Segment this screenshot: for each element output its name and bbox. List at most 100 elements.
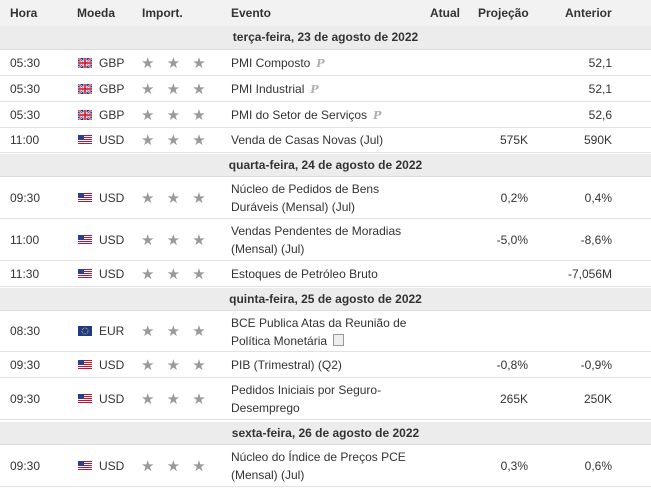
event-title-text[interactable]: PMI Composto <box>231 55 311 70</box>
event-currency: GBP <box>99 55 125 70</box>
event-row[interactable]: 09:30 USD ★ ★ ★ Núcleo do Índice de Preços … <box>0 445 651 487</box>
event-title-text[interactable]: BCE Publica Atas da Reunião de Política … <box>231 316 407 348</box>
header-event[interactable]: Evento <box>231 6 272 20</box>
us-flag-icon <box>78 460 92 471</box>
event-forecast: 0,2% <box>500 190 528 205</box>
header-previous[interactable]: Anterior <box>565 6 612 20</box>
event-previous: -0,9% <box>580 357 612 372</box>
event-title-text[interactable]: PIB (Trimestral) (Q2) <box>231 357 342 372</box>
day-header: quarta-feira, 24 de agosto de 2022 <box>0 154 651 177</box>
event-title[interactable]: BCE Publica Atas da Reunião de Política … <box>231 314 416 350</box>
us-flag-icon <box>78 134 92 145</box>
event-currency: USD <box>99 458 125 473</box>
header-time[interactable]: Hora <box>10 6 38 20</box>
importance-stars-icon: ★ ★ ★ <box>141 189 210 207</box>
event-title-text[interactable]: Estoques de Petróleo Bruto <box>231 267 378 281</box>
event-row[interactable]: 09:30 USD ★ ★ ★ Pedidos Iniciais por Seguro… <box>0 378 651 420</box>
header-forecast[interactable]: Projeção <box>478 6 529 20</box>
event-forecast: 265K <box>499 391 528 406</box>
event-previous: 52,1 <box>588 55 612 70</box>
event-currency: GBP <box>99 107 125 122</box>
event-previous: 52,6 <box>588 107 612 122</box>
day-header-label: quarta-feira, 24 de agosto de 2022 <box>228 158 423 172</box>
event-time: 09:30 <box>10 190 41 205</box>
event-time: 11:30 <box>10 267 40 281</box>
event-previous: -7,056M <box>567 267 612 281</box>
event-row[interactable]: 11:00 USD ★ ★ ★ Vendas Pendentes de Moradia… <box>0 219 651 261</box>
preliminary-icon: P <box>373 108 382 122</box>
preliminary-icon: P <box>310 82 319 96</box>
event-forecast: 0,3% <box>500 458 528 473</box>
event-row[interactable]: 08:30 EUR ★ ★ ★ BCE Publica Atas da Reunião… <box>0 311 651 352</box>
importance-stars-icon: ★ ★ ★ <box>141 266 210 283</box>
event-currency: USD <box>99 357 125 372</box>
event-time: 08:30 <box>10 324 41 338</box>
event-title-text[interactable]: Venda de Casas Novas (Jul) <box>231 133 384 147</box>
day-header-label: quinta-feira, 25 de agosto de 2022 <box>229 292 422 306</box>
importance-stars-icon: ★ ★ ★ <box>141 457 210 475</box>
event-row[interactable]: 05:30 GBP ★ ★ ★ PMI Composto P 52,1 <box>0 50 651 76</box>
event-title-text[interactable]: Núcleo do Índice de Preços PCE (Mensal) … <box>231 450 406 482</box>
event-title[interactable]: Núcleo do Índice de Preços PCE (Mensal) … <box>231 448 416 484</box>
event-time: 05:30 <box>10 81 41 96</box>
event-title[interactable]: Venda de Casas Novas (Jul) <box>231 131 416 149</box>
event-title-text[interactable]: PMI do Setor de Serviços <box>231 107 368 122</box>
event-previous: 250K <box>583 391 612 406</box>
event-forecast: -0,8% <box>496 357 528 372</box>
event-time: 05:30 <box>10 107 41 122</box>
header-currency[interactable]: Moeda <box>77 6 116 20</box>
importance-stars-icon: ★ ★ ★ <box>141 54 210 72</box>
uk-flag-icon <box>77 82 93 95</box>
importance-stars-icon: ★ ★ ★ <box>141 390 210 408</box>
event-time: 11:00 <box>10 133 40 147</box>
header-importance[interactable]: Import. <box>142 6 183 20</box>
day-header: sexta-feira, 26 de agosto de 2022 <box>0 422 651 445</box>
day-header-label: terça-feira, 23 de agosto de 2022 <box>232 30 419 44</box>
event-row[interactable]: 05:30 GBP ★ ★ ★ PMI do Setor de Serviços P 52… <box>0 102 651 128</box>
day-header: quinta-feira, 25 de agosto de 2022 <box>0 288 651 311</box>
event-title[interactable]: Núcleo de Pedidos de Bens Duráveis (Mens… <box>231 180 416 216</box>
event-currency: EUR <box>99 324 125 338</box>
event-title[interactable]: Pedidos Iniciais por Seguro-Desemprego <box>231 381 416 417</box>
us-flag-icon <box>78 234 92 245</box>
event-forecast: -5,0% <box>496 232 528 247</box>
event-row[interactable]: 11:30 USD ★ ★ ★ Estoques de Petróleo Bruto -… <box>0 262 651 287</box>
uk-flag-icon <box>77 108 93 121</box>
event-row[interactable]: 11:00 USD ★ ★ ★ Venda de Casas Novas (Jul) 5… <box>0 128 651 153</box>
event-title[interactable]: PMI do Setor de Serviços P <box>231 106 416 125</box>
event-title[interactable]: Vendas Pendentes de Moradias (Mensal) (J… <box>231 222 416 258</box>
event-previous: -8,6% <box>580 232 612 247</box>
event-time: 09:30 <box>10 357 41 372</box>
header-actual[interactable]: Atual <box>430 6 460 20</box>
importance-stars-icon: ★ ★ ★ <box>141 80 210 98</box>
event-title[interactable]: PMI Industrial P <box>231 80 416 99</box>
us-flag-icon <box>78 359 92 370</box>
event-row[interactable]: 09:30 USD ★ ★ ★ Núcleo de Pedidos de Bens D… <box>0 177 651 219</box>
importance-stars-icon: ★ ★ ★ <box>141 231 210 249</box>
event-title[interactable]: PMI Composto P <box>231 54 416 73</box>
preliminary-icon: P <box>316 56 325 70</box>
importance-stars-icon: ★ ★ ★ <box>141 106 210 124</box>
event-currency: USD <box>99 267 125 281</box>
event-row[interactable]: 09:30 USD ★ ★ ★ PIB (Trimestral) (Q2) -0,8% -… <box>0 352 651 378</box>
us-flag-icon <box>78 268 92 279</box>
event-title[interactable]: Estoques de Petróleo Bruto <box>231 265 416 283</box>
event-row[interactable]: 05:30 GBP ★ ★ ★ PMI Industrial P 52,1 <box>0 76 651 102</box>
table-header: Hora Moeda Import. Evento Atual Projeção… <box>0 0 651 27</box>
event-currency: USD <box>99 133 125 147</box>
event-currency: USD <box>99 190 125 205</box>
event-time: 05:30 <box>10 55 41 70</box>
event-currency: GBP <box>99 81 125 96</box>
importance-stars-icon: ★ ★ ★ <box>141 323 210 340</box>
event-title-text[interactable]: Núcleo de Pedidos de Bens Duráveis (Mens… <box>231 182 380 214</box>
event-previous: 590K <box>583 133 612 147</box>
document-icon <box>333 334 345 346</box>
event-forecast: 575K <box>499 133 528 147</box>
eu-flag-icon <box>78 325 92 336</box>
day-header: terça-feira, 23 de agosto de 2022 <box>0 26 651 50</box>
event-title-text[interactable]: Pedidos Iniciais por Seguro-Desemprego <box>231 383 382 415</box>
event-title-text[interactable]: Vendas Pendentes de Moradias (Mensal) (J… <box>231 224 402 256</box>
event-title[interactable]: PIB (Trimestral) (Q2) <box>231 356 416 374</box>
event-title-text[interactable]: PMI Industrial <box>231 81 305 96</box>
